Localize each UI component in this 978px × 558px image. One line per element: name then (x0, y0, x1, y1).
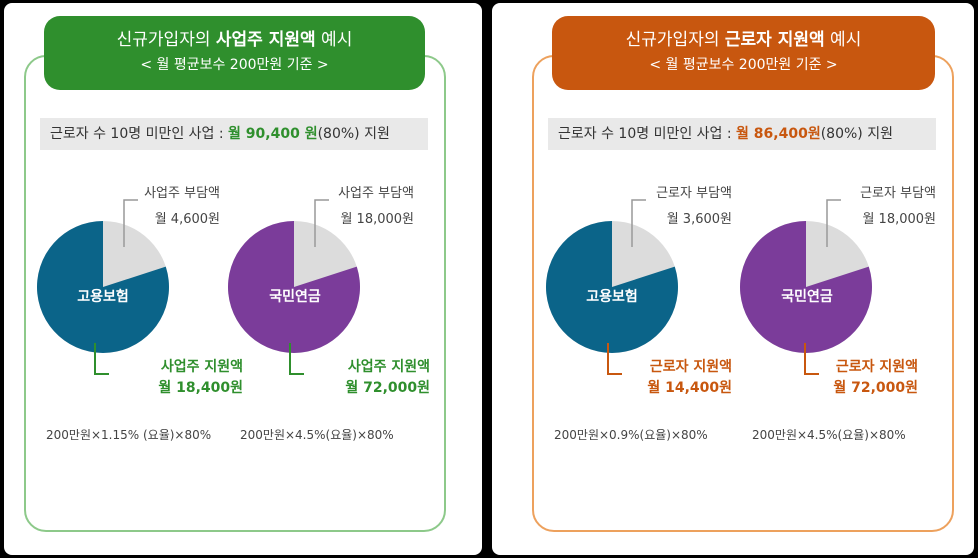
header-suffix: 예시 (315, 30, 353, 50)
support-label: 근로자 지원액 월 72,000원 (833, 357, 918, 399)
subsidy-amount: 월 86,400원 (736, 126, 821, 142)
burden-leader-line (314, 199, 329, 247)
support-leader-line (804, 343, 819, 375)
burden-leader-line (123, 199, 138, 247)
formula: 200만원×4.5%(요율)×80% (752, 428, 906, 442)
header-bold: 근로자 지원액 (724, 30, 825, 50)
header-bold: 사업주 지원액 (215, 30, 316, 50)
subsidy-text: 근로자 수 10명 미만인 사업 : (558, 126, 737, 142)
subsidy-rest: (80%) 지원 (820, 126, 893, 142)
support-label: 사업주 지원액 월 72,000원 (345, 357, 430, 399)
support-leader-line (94, 343, 109, 375)
support-value: 월 72,000원 (345, 380, 430, 396)
burden-title: 사업주 부담액 (144, 186, 220, 201)
header-prefix: 신규가입자의 (116, 30, 216, 50)
header-subtitle: < 월 평균보수 200만원 기준 > (649, 57, 838, 73)
subsidy-banner: 근로자 수 10명 미만인 사업 : 월 86,400원(80%) 지원 (548, 118, 936, 150)
burden-leader-line (631, 199, 646, 247)
burden-leader-line (826, 199, 841, 247)
burden-value: 월 18,000원 (862, 212, 936, 227)
support-label: 근로자 지원액 월 14,400원 (647, 357, 732, 399)
pie-label: 고용보험 (586, 289, 638, 305)
subsidy-banner: 근로자 수 10명 미만인 사업 : 월 90,400 원(80%) 지원 (40, 118, 428, 150)
support-value: 월 14,400원 (647, 380, 732, 396)
support-value: 월 18,400원 (158, 380, 243, 396)
support-slice (546, 221, 678, 353)
support-title: 근로자 지원액 (835, 359, 918, 375)
pie-label: 고용보험 (77, 289, 129, 305)
support-leader-line (607, 343, 622, 375)
pie-label: 국민연금 (781, 289, 833, 305)
burden-value: 월 18,000원 (340, 212, 414, 227)
support-title: 사업주 지원액 (347, 359, 430, 375)
subsidy-rest: (80%) 지원 (317, 126, 390, 142)
header-subtitle: < 월 평균보수 200만원 기준 > (140, 57, 329, 73)
support-slice (228, 221, 360, 353)
burden-value: 월 4,600원 (154, 212, 220, 227)
burden-title: 사업주 부담액 (338, 186, 414, 201)
header-suffix: 예시 (824, 30, 862, 50)
support-leader-line (289, 343, 304, 375)
burden-value: 월 3,600원 (666, 212, 732, 227)
support-title: 사업주 지원액 (160, 359, 243, 375)
formula: 200만원×1.15% (요율)×80% (46, 428, 212, 442)
pie-label: 국민연금 (269, 289, 321, 305)
support-title: 근로자 지원액 (649, 359, 732, 375)
support-value: 월 72,000원 (833, 380, 918, 396)
support-slice (37, 221, 169, 353)
support-label: 사업주 지원액 월 18,400원 (158, 357, 243, 399)
employer-support-header: 신규가입자의 사업주 지원액 예시 < 월 평균보수 200만원 기준 > (44, 16, 425, 90)
subsidy-amount: 월 90,400 원 (228, 126, 318, 142)
header-title: 신규가입자의 근로자 지원액 예시 (552, 28, 935, 52)
subsidy-text: 근로자 수 10명 미만인 사업 : (50, 126, 229, 142)
support-slice (739, 221, 872, 353)
header-prefix: 신규가입자의 (625, 30, 725, 50)
formula: 200만원×4.5%(요율)×80% (240, 428, 394, 442)
burden-title: 근로자 부담액 (860, 186, 936, 201)
header-title: 신규가입자의 사업주 지원액 예시 (44, 28, 425, 52)
formula: 200만원×0.9%(요율)×80% (554, 428, 708, 442)
worker-support-header: 신규가입자의 근로자 지원액 예시 < 월 평균보수 200만원 기준 > (552, 16, 935, 90)
burden-title: 근로자 부담액 (656, 186, 732, 201)
